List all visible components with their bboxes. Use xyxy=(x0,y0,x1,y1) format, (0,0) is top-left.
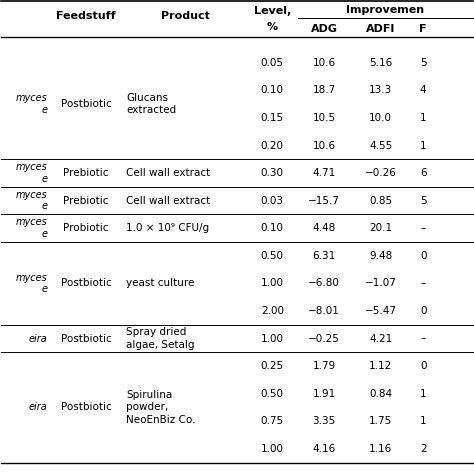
Text: Feedstuff: Feedstuff xyxy=(56,11,116,21)
Text: 20.1: 20.1 xyxy=(369,223,392,233)
Text: Prebiotic: Prebiotic xyxy=(64,168,109,178)
Text: –: – xyxy=(420,278,426,288)
Text: −8.01: −8.01 xyxy=(308,306,340,316)
Text: 1.75: 1.75 xyxy=(369,416,392,426)
Text: Postbiotic: Postbiotic xyxy=(61,99,111,109)
Text: 6.31: 6.31 xyxy=(312,251,336,261)
Text: 1.00: 1.00 xyxy=(261,334,284,344)
Text: 5: 5 xyxy=(420,196,427,206)
Text: 1.16: 1.16 xyxy=(369,444,392,454)
Text: 1.00: 1.00 xyxy=(261,278,284,288)
Text: 0.03: 0.03 xyxy=(261,196,284,206)
Text: Postbiotic: Postbiotic xyxy=(61,402,111,412)
Text: 4.71: 4.71 xyxy=(312,168,336,178)
Text: 0: 0 xyxy=(420,361,427,371)
Text: Product: Product xyxy=(161,11,210,21)
Text: myces
e: myces e xyxy=(15,162,47,184)
Text: 5: 5 xyxy=(420,58,427,68)
Text: –: – xyxy=(420,223,426,233)
Text: 0.05: 0.05 xyxy=(261,58,284,68)
Text: 0.25: 0.25 xyxy=(261,361,284,371)
Text: 3.35: 3.35 xyxy=(312,416,336,426)
Text: 10.6: 10.6 xyxy=(313,58,336,68)
Text: 9.48: 9.48 xyxy=(369,251,392,261)
Text: 0: 0 xyxy=(420,306,427,316)
Text: myces
e: myces e xyxy=(15,273,47,294)
Text: 1.0 × 10⁹ CFU/g: 1.0 × 10⁹ CFU/g xyxy=(126,223,210,233)
Text: myces
e: myces e xyxy=(15,190,47,211)
Text: −15.7: −15.7 xyxy=(308,196,340,206)
Text: %: % xyxy=(267,22,278,32)
Text: −1.07: −1.07 xyxy=(365,278,397,288)
Text: Postbiotic: Postbiotic xyxy=(61,334,111,344)
Text: 0.15: 0.15 xyxy=(261,113,284,123)
Text: 0.50: 0.50 xyxy=(261,251,284,261)
Text: ADG: ADG xyxy=(310,24,337,34)
Text: myces
e: myces e xyxy=(15,93,47,115)
Text: –: – xyxy=(420,334,426,344)
Text: Prebiotic: Prebiotic xyxy=(64,196,109,206)
Text: eira: eira xyxy=(28,334,47,344)
Text: −0.26: −0.26 xyxy=(365,168,397,178)
Text: 2: 2 xyxy=(420,444,427,454)
Text: myces
e: myces e xyxy=(15,218,47,239)
Text: Glucans
extracted: Glucans extracted xyxy=(126,93,176,115)
Text: 0.84: 0.84 xyxy=(369,389,392,399)
Text: 10.5: 10.5 xyxy=(313,113,336,123)
Text: 18.7: 18.7 xyxy=(312,85,336,95)
Text: 4.16: 4.16 xyxy=(312,444,336,454)
Text: 4.21: 4.21 xyxy=(369,334,392,344)
Text: F: F xyxy=(419,24,427,34)
Text: −5.47: −5.47 xyxy=(365,306,397,316)
Text: Spirulina
powder,
NeoEnBiz Co.: Spirulina powder, NeoEnBiz Co. xyxy=(126,390,196,425)
Text: Spray dried
algae, Setalg: Spray dried algae, Setalg xyxy=(126,328,195,350)
Text: 0.85: 0.85 xyxy=(369,196,392,206)
Text: 5.16: 5.16 xyxy=(369,58,392,68)
Text: 1.79: 1.79 xyxy=(312,361,336,371)
Text: −0.25: −0.25 xyxy=(308,334,340,344)
Text: Level,: Level, xyxy=(254,6,291,16)
Text: 0.30: 0.30 xyxy=(261,168,284,178)
Text: Probiotic: Probiotic xyxy=(64,223,109,233)
Text: 1: 1 xyxy=(420,113,427,123)
Text: 1: 1 xyxy=(420,389,427,399)
Text: Postbiotic: Postbiotic xyxy=(61,278,111,288)
Text: 1.12: 1.12 xyxy=(369,361,392,371)
Text: ADFI: ADFI xyxy=(366,24,395,34)
Text: eira: eira xyxy=(28,402,47,412)
Text: 0.10: 0.10 xyxy=(261,85,284,95)
Text: 10.0: 10.0 xyxy=(369,113,392,123)
Text: 10.6: 10.6 xyxy=(313,140,336,151)
Text: 4.55: 4.55 xyxy=(369,140,392,151)
Text: 13.3: 13.3 xyxy=(369,85,392,95)
Text: −6.80: −6.80 xyxy=(308,278,340,288)
Text: 0.10: 0.10 xyxy=(261,223,284,233)
Text: 0.75: 0.75 xyxy=(261,416,284,426)
Text: Cell wall extract: Cell wall extract xyxy=(126,196,210,206)
Text: 4.48: 4.48 xyxy=(312,223,336,233)
Text: 0: 0 xyxy=(420,251,427,261)
Text: yeast culture: yeast culture xyxy=(126,278,195,288)
Text: 1.00: 1.00 xyxy=(261,444,284,454)
Text: 4: 4 xyxy=(420,85,427,95)
Text: 2.00: 2.00 xyxy=(261,306,284,316)
Text: 6: 6 xyxy=(420,168,427,178)
Text: 0.50: 0.50 xyxy=(261,389,284,399)
Text: 0.20: 0.20 xyxy=(261,140,284,151)
Text: 1.91: 1.91 xyxy=(312,389,336,399)
Text: 1: 1 xyxy=(420,416,427,426)
Text: Improvemen: Improvemen xyxy=(346,5,425,15)
Text: 1: 1 xyxy=(420,140,427,151)
Text: Cell wall extract: Cell wall extract xyxy=(126,168,210,178)
